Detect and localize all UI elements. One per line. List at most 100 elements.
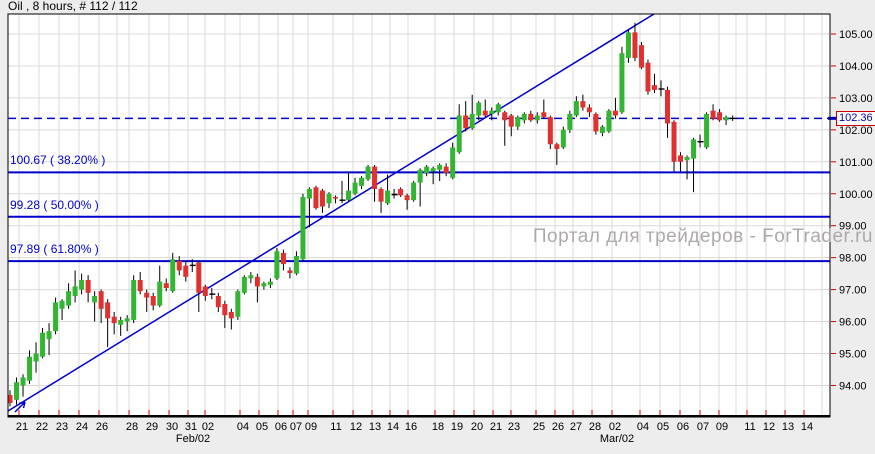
candle-up: [619, 53, 625, 113]
month-label-feb: Feb/02: [175, 433, 211, 445]
x-axis-label: 06: [677, 421, 689, 433]
x-axis-label: 26: [96, 421, 108, 433]
candle-up: [456, 115, 462, 153]
y-axis-label: 102.00: [839, 125, 873, 137]
x-axis-label: 23: [56, 421, 68, 433]
candle-up: [274, 251, 280, 279]
y-axis-label: 96.00: [839, 317, 867, 329]
fib-label-50[interactable]: 99.28 ( 50.00% ): [10, 197, 99, 212]
candle-doji: [209, 293, 216, 295]
candle-down: [482, 110, 488, 116]
candle-doji: [730, 117, 737, 120]
plot-area[interactable]: [8, 14, 830, 417]
candle-down: [671, 121, 677, 162]
candle-down: [372, 166, 378, 189]
candle-down: [443, 166, 449, 173]
candle-up: [430, 168, 436, 172]
x-axis-label: 07: [290, 421, 302, 433]
x-axis-label: 06: [275, 421, 287, 433]
candle-doji: [391, 193, 398, 196]
candle-up: [170, 259, 176, 292]
candle-down: [196, 262, 202, 293]
y-axis-label: 97.00: [839, 285, 867, 297]
candle-up: [411, 182, 417, 201]
x-axis-label: 30: [166, 421, 178, 433]
x-axis-label: 27: [570, 421, 582, 433]
candle-up: [723, 117, 729, 121]
trendline[interactable]: [7, 13, 655, 412]
candle-up: [118, 319, 124, 325]
candle-down: [163, 283, 169, 289]
candle-down: [547, 117, 553, 145]
candle-up: [293, 256, 299, 274]
candle-down: [378, 188, 384, 202]
x-axis-label: 09: [305, 421, 317, 433]
candle-up: [704, 113, 710, 148]
candle-down: [645, 62, 651, 92]
candle-down: [111, 316, 117, 324]
candle-down: [612, 110, 618, 116]
candle-up: [489, 110, 495, 114]
fib-label-61[interactable]: 97.89 ( 61.80% ): [10, 242, 99, 257]
candle-down: [528, 113, 534, 121]
x-axis-label: 28: [589, 421, 601, 433]
x-axis-label: 25: [533, 421, 545, 433]
candle-up: [417, 169, 423, 183]
x-axis-label: 22: [36, 421, 48, 433]
candle-up: [534, 115, 540, 121]
candle-up: [684, 157, 690, 161]
candle-doji: [189, 264, 196, 267]
candle-up: [424, 166, 430, 173]
x-axis-label: 26: [552, 421, 564, 433]
candle-up: [14, 382, 20, 400]
x-axis-label: 19: [451, 421, 463, 433]
candle-down: [586, 107, 592, 113]
candle-down: [176, 260, 182, 271]
y-axis-label: 101.00: [839, 157, 873, 169]
candle-up: [599, 126, 605, 134]
x-axis-label: 31: [185, 421, 197, 433]
x-axis-label: 14: [387, 421, 399, 433]
candle-doji: [658, 88, 665, 90]
candle-up: [248, 275, 254, 279]
candle-down: [651, 85, 657, 90]
candle-down: [150, 295, 156, 306]
x-axis-label: 09: [716, 421, 728, 433]
fib-label-38[interactable]: 100.67 ( 38.20% ): [10, 153, 106, 168]
candle-down: [632, 32, 638, 58]
candle-down: [313, 187, 319, 209]
x-axis-label: 29: [146, 421, 158, 433]
candle-up: [573, 101, 579, 116]
y-axis-label: 104.00: [839, 61, 873, 73]
candle-up: [521, 113, 527, 121]
candle-up: [66, 291, 72, 306]
candle-down: [678, 155, 684, 162]
candle-down: [404, 195, 410, 201]
candle-down: [638, 45, 644, 68]
candle-down: [7, 395, 13, 404]
candle-down: [580, 101, 586, 108]
candle-up: [691, 139, 697, 159]
x-axis-label: 02: [202, 421, 214, 433]
candle-up: [92, 295, 98, 303]
candle-up: [27, 356, 33, 381]
y-axis-label: 99.00: [839, 221, 867, 233]
candle-up: [359, 177, 365, 186]
x-axis-label: 24: [76, 421, 88, 433]
candle-up: [46, 331, 52, 340]
cursor-arrow-icon: [14, 401, 26, 413]
candle-up: [567, 113, 573, 130]
candle-up: [131, 280, 137, 320]
candle-up: [33, 353, 39, 362]
candle-down: [85, 280, 91, 293]
candle-up: [241, 276, 247, 293]
candle-up: [385, 190, 391, 204]
x-axis-label: 23: [508, 421, 520, 433]
candle-down: [183, 265, 189, 277]
candle-up: [261, 283, 267, 287]
candle-down: [554, 144, 560, 150]
candle-down: [228, 311, 234, 319]
candle-up: [306, 188, 312, 199]
